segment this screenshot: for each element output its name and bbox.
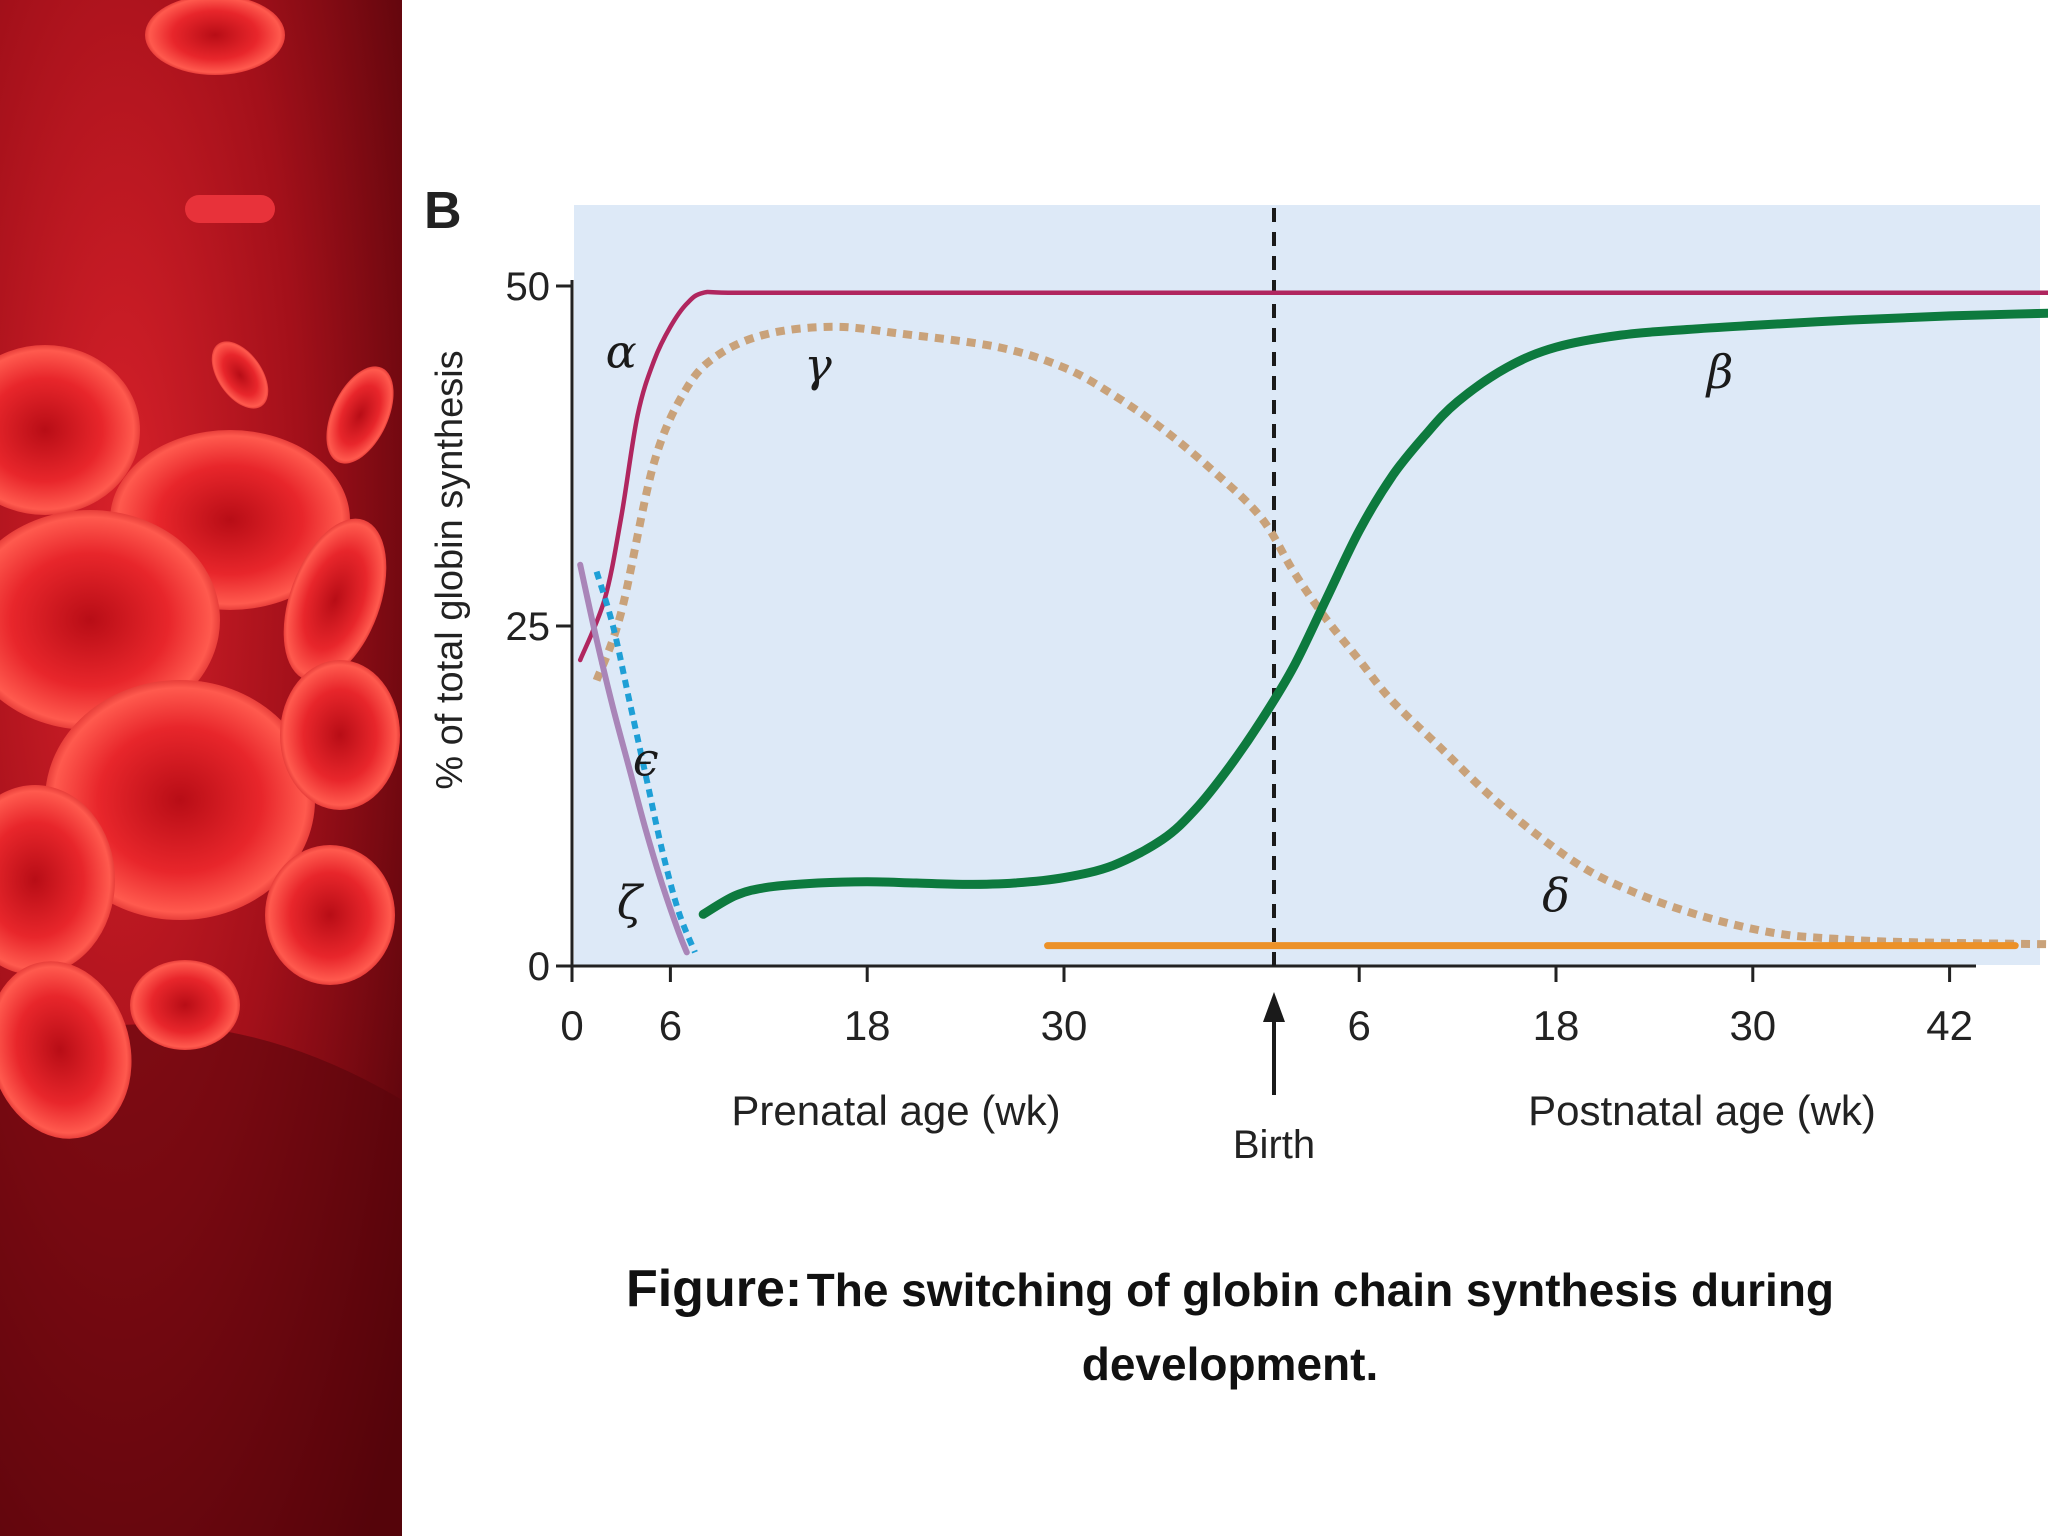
birth-label: Birth [1233,1123,1315,1167]
zeta-series-label: ζ [617,875,645,929]
epsilon-series-line [593,570,698,954]
x-axis-label-prenatal: Prenatal age (wk) [731,1087,1060,1134]
y-tick-label: 50 [506,265,551,309]
epsilon-series-label: ϵ [633,733,659,787]
x-tick-label: 30 [1729,1002,1776,1049]
y-tick-label: 25 [506,605,551,649]
alpha-series-label: α [606,325,637,379]
beta-series-label: β [1705,345,1734,399]
figure-caption: Figure: The switching of globin chain sy… [480,1258,1980,1407]
y-tick-label: 0 [528,945,550,989]
x-tick-label: 6 [659,1002,682,1049]
globin-synthesis-chart: B % of total globin synthesis 0 25 50 0 6 18… [424,182,2048,1167]
alpha-series-line [577,289,2048,663]
gamma-series-line [592,322,2048,949]
x-axis-label-postnatal: Postnatal age (wk) [1528,1087,1876,1134]
zeta-series-line [577,561,690,956]
x-tick-label: 30 [1041,1002,1088,1049]
gamma-series-label: γ [804,338,832,392]
plot-background [574,205,2040,965]
caption-lead: Figure: [625,1260,803,1318]
x-tick-label: 6 [1348,1002,1371,1049]
x-tick-label: 18 [1533,1002,1580,1049]
x-tick-label: 18 [844,1002,891,1049]
beta-series-line [698,308,2048,919]
blood-cells-side-image [0,0,402,1536]
x-tick-label: 0 [560,1002,583,1049]
caption-body: The switching of globin chain synthesis … [806,1264,1835,1390]
panel-letter: B [424,182,462,240]
y-axis-label: % of total globin synthesis [429,350,471,789]
delta-series-label: δ [1542,869,1570,923]
birth-arrow [1263,992,1285,1095]
x-tick-label: 42 [1926,1002,1973,1049]
